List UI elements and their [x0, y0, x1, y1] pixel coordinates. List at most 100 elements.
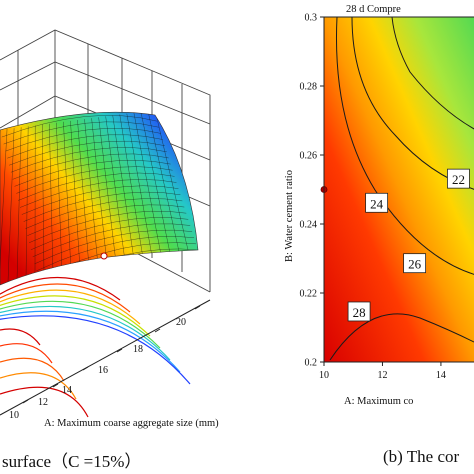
x-axis-3d-label: A: Maximum coarse aggregate size (mm): [44, 418, 219, 429]
mesh-line: [25, 126, 29, 279]
x3d-tick-label: 16: [98, 365, 108, 376]
mesh-line: [19, 179, 177, 208]
mesh-line: [10, 147, 167, 173]
base-contour-line: [0, 295, 151, 337]
surface-design-point: [100, 252, 108, 260]
mesh-line: [36, 236, 195, 272]
x-axis-label: A: Maximum co: [344, 396, 413, 407]
mesh-line: [30, 217, 189, 250]
contour-line: [329, 313, 474, 361]
mesh-line: [27, 204, 185, 236]
x-axis-3d-ticks: 10 12 14 16 18 20: [9, 305, 201, 421]
mesh-line: [3, 121, 159, 145]
mesh-line: [133, 112, 162, 255]
mesh-line: [21, 185, 179, 215]
base-contours: [0, 277, 191, 418]
contour-line: [391, 16, 474, 130]
mesh-line: [126, 113, 153, 257]
x-tick-label: 10: [319, 370, 329, 381]
mesh-line: [154, 112, 189, 251]
mesh-line: [112, 115, 135, 260]
mesh-line: [9, 140, 165, 166]
caption-right: (b) The cor: [383, 447, 460, 466]
mesh-line: [140, 112, 171, 254]
contour-line: [336, 16, 474, 275]
contour-frame: [323, 16, 474, 363]
y-tick-label: 0.24: [300, 220, 318, 231]
base-contour-line: [0, 283, 131, 313]
base-contour-line: [0, 328, 41, 346]
mesh-line: [34, 229, 193, 265]
base-contour-line: [0, 277, 121, 301]
mesh-line: [16, 127, 22, 281]
x-tick-label: 14: [436, 370, 446, 381]
x-axis-ticks: 10 12 14: [319, 362, 446, 381]
mesh-line: [56, 122, 63, 273]
contour-label: 24: [365, 192, 389, 213]
x3d-tick-mark: [52, 383, 59, 388]
response-surface: [0, 111, 199, 286]
x3d-tick-label: 20: [176, 317, 186, 328]
svg-text:26: 26: [408, 257, 422, 272]
base-contour-line: [0, 289, 141, 325]
base-contour-line: [0, 305, 171, 361]
mesh-line: [32, 223, 191, 258]
base-contour-line: [0, 315, 191, 385]
y-tick-label: 0.2: [305, 358, 318, 369]
contour-label: 22: [447, 168, 470, 189]
x3d-tick-mark: [194, 305, 201, 310]
mesh-line: [49, 123, 54, 274]
mesh-line: [7, 128, 15, 282]
mesh-line: [7, 134, 163, 159]
contour-label: 26: [403, 253, 427, 274]
mesh-line: [105, 116, 126, 262]
mesh-line: [98, 117, 117, 263]
mesh-line: [70, 120, 81, 270]
x3d-tick-mark: [116, 348, 123, 353]
y-tick-label: 0.22: [300, 289, 318, 300]
x-axis-3d: [0, 299, 211, 416]
x3d-tick-label: 10: [9, 410, 19, 421]
y-axis-label: B: Water cement ratio: [284, 170, 295, 262]
mesh-line: [91, 118, 108, 265]
contour-title: 28 d Compre: [346, 4, 401, 15]
mesh-line: [42, 124, 45, 276]
surface-plot: 10 12 14 16 18 20 A: Maximum coarse aggregate…: [0, 29, 219, 429]
svg-text:24: 24: [370, 196, 384, 211]
mesh-line: [16, 166, 173, 194]
x3d-tick-mark: [22, 399, 29, 404]
svg-text:22: 22: [452, 172, 465, 187]
mesh-line: [63, 121, 72, 271]
x3d-tick-mark: [82, 366, 89, 371]
y-tick-label: 0.26: [300, 151, 318, 162]
contour-label: 28: [347, 301, 371, 322]
mesh-line: [1, 115, 158, 138]
mesh-line: [23, 191, 181, 222]
base-contour-line: [0, 343, 53, 364]
mesh-line: [147, 112, 180, 252]
y-tick-label: 0.3: [305, 13, 318, 24]
contour-plot: 28 d Compre 22 24 26 28 0.2 0.22 0.24 0.26 0.28…: [284, 4, 474, 407]
x3d-tick-label: 12: [38, 397, 48, 408]
base-contour-line: [0, 372, 77, 400]
x3d-tick-label: 14: [62, 385, 72, 396]
x3d-tick-mark: [154, 328, 161, 333]
contour-plot-area: [324, 17, 474, 362]
mesh-line: [18, 172, 175, 201]
mesh-line: [119, 114, 144, 258]
x-tick-label: 12: [377, 370, 387, 381]
caption-left: surface（C =15%）: [2, 452, 142, 471]
mesh-line: [84, 119, 99, 266]
base-contour-line: [0, 357, 65, 382]
x3d-tick-label: 18: [133, 344, 143, 355]
base-contour-line: [0, 300, 161, 349]
y-tick-label: 0.28: [300, 82, 318, 93]
contour-labels: 22 24 26 28: [347, 168, 470, 322]
mesh-line: [0, 129, 8, 284]
y-axis-ticks: 0.2 0.22 0.24 0.26 0.28 0.3: [300, 13, 324, 369]
svg-text:28: 28: [353, 305, 366, 320]
base-contour-line: [0, 386, 89, 418]
base-contour-line: [0, 310, 181, 373]
mesh-line: [14, 160, 171, 187]
